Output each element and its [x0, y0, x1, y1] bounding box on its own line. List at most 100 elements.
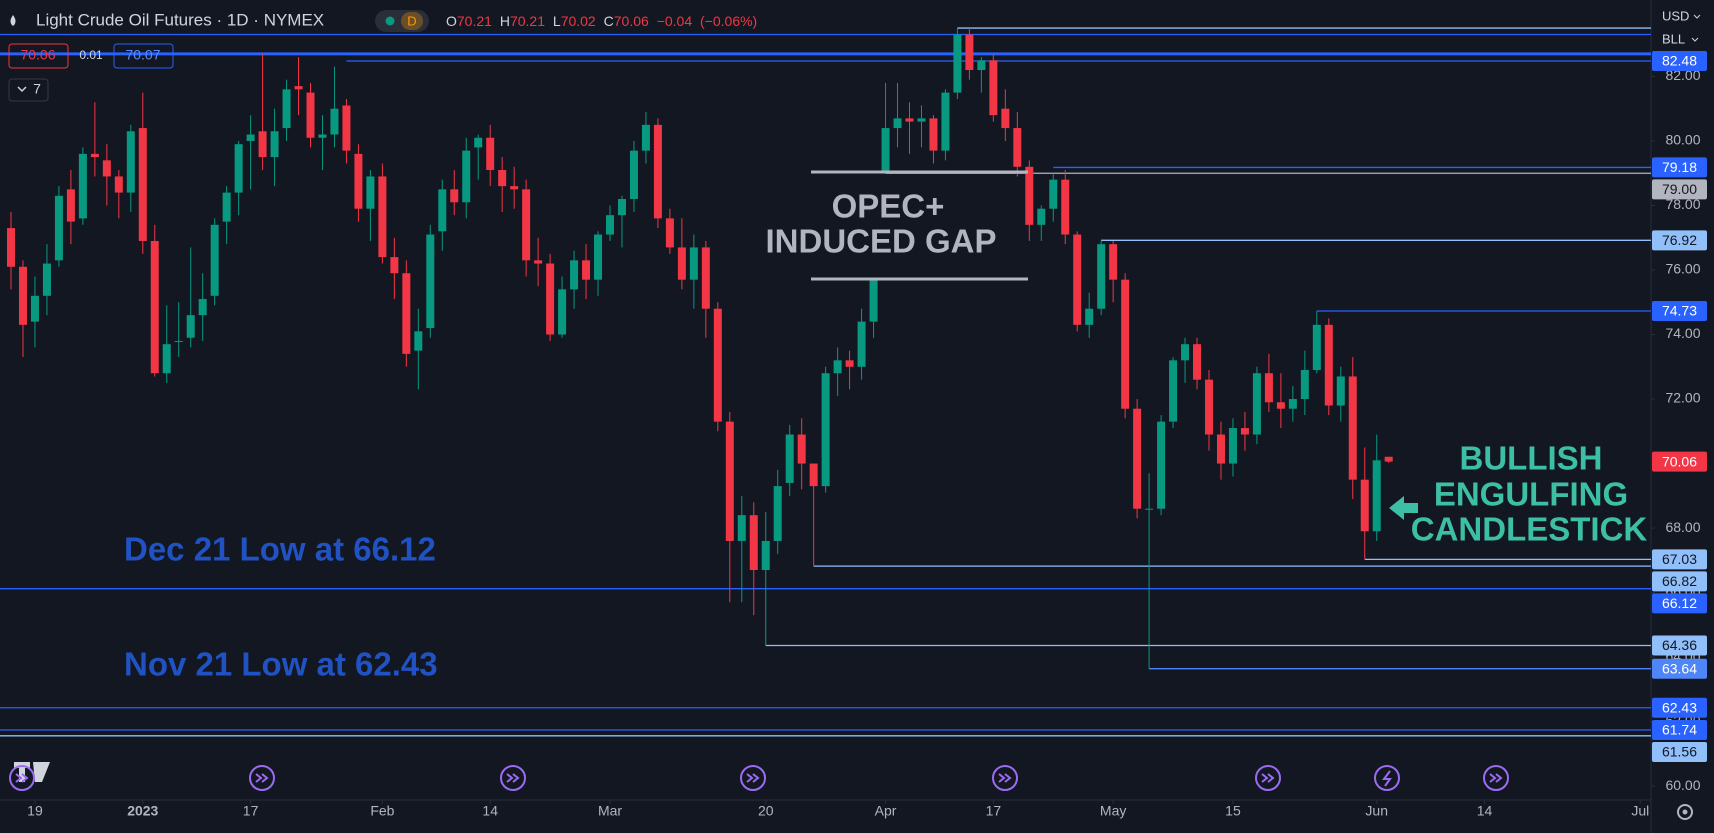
ohlc-value: 70.02	[561, 13, 596, 29]
candle-body	[749, 515, 758, 570]
price-badge-label: 66.82	[1662, 573, 1697, 589]
annotation-text: Dec 21 Low at 66.12	[124, 531, 436, 568]
chevron-icon	[1691, 37, 1699, 42]
candle-body	[941, 92, 950, 151]
annotation-text: INDUCED GAP	[765, 223, 996, 260]
candle-body	[534, 260, 543, 264]
x-tick-label: Mar	[598, 803, 622, 819]
candle-body	[1312, 324, 1321, 370]
candle-body	[713, 308, 722, 422]
candle-body	[1276, 402, 1285, 409]
unit-text: BLL	[1662, 31, 1685, 46]
candle-body	[186, 315, 195, 338]
event-icon[interactable]	[1483, 765, 1509, 791]
change-percent: (−0.06%)	[700, 13, 757, 29]
ohlc-value: 70.06	[614, 13, 649, 29]
price-badge	[1652, 451, 1707, 472]
price-badge	[1652, 571, 1707, 592]
candle-body	[210, 224, 219, 296]
event-icon[interactable]	[1374, 765, 1400, 791]
symbol-title[interactable]: Light Crude Oil Futures · 1D · NYMEX	[36, 10, 324, 29]
event-icon[interactable]	[249, 765, 275, 791]
candle-body	[114, 176, 123, 193]
candle-body	[414, 331, 423, 351]
candle-body	[66, 189, 75, 222]
candle-body	[546, 263, 555, 335]
y-tick-label: 72.00	[1665, 390, 1700, 406]
ohlc-letter: C	[604, 13, 614, 29]
candle-body	[594, 234, 603, 280]
candle-body	[390, 257, 399, 274]
candle-body	[366, 176, 375, 209]
interval-badge-text: D	[407, 13, 416, 28]
y-tick-label: 76.00	[1665, 261, 1700, 277]
indicators-toggle[interactable]	[8, 78, 49, 102]
price-badge-label: 79.18	[1662, 159, 1697, 175]
candle-body	[558, 289, 567, 335]
y-tick-label: 68.00	[1665, 519, 1700, 535]
candle-body	[869, 279, 878, 322]
candle-body	[1109, 244, 1118, 280]
price-badge	[1652, 230, 1707, 251]
candle-body	[1288, 399, 1297, 409]
ohlc-value: 70.21	[457, 13, 492, 29]
candle-body	[378, 176, 387, 258]
buy-button[interactable]	[113, 43, 174, 69]
unit-selector[interactable]	[1652, 29, 1710, 51]
candle-body	[1145, 508, 1154, 510]
candle-body	[1264, 373, 1273, 403]
candle-body	[689, 247, 698, 280]
settings-icon[interactable]	[1677, 804, 1693, 820]
annotation-text: OPEC+	[832, 188, 945, 225]
candle-body	[1169, 360, 1178, 422]
price-badge	[1652, 697, 1707, 718]
price-badge	[1652, 157, 1707, 178]
candle-body	[150, 240, 159, 374]
currency-selector[interactable]	[1652, 5, 1710, 27]
candle-body	[522, 189, 531, 261]
price-badge	[1652, 50, 1707, 71]
candle-body	[701, 247, 710, 309]
sell-button[interactable]	[8, 43, 69, 69]
candle-body	[234, 144, 243, 193]
event-icon[interactable]	[9, 765, 35, 791]
candle-body	[474, 137, 483, 148]
candle-body	[1037, 208, 1046, 225]
event-icon[interactable]	[992, 765, 1018, 791]
event-icon[interactable]	[500, 765, 526, 791]
candle-body	[330, 108, 339, 135]
spread: 0.01	[79, 48, 103, 62]
x-tick-label: 17	[986, 803, 1002, 819]
candle-body	[1205, 379, 1213, 435]
ohlc-letter: H	[500, 13, 510, 29]
x-tick-label: 17	[243, 803, 259, 819]
candle-body	[677, 247, 686, 280]
event-icon[interactable]	[740, 765, 766, 791]
candle-body	[318, 134, 327, 138]
price-badge	[1652, 549, 1707, 570]
candle-body	[761, 540, 770, 570]
candle-body	[582, 260, 591, 280]
symbol-icon	[10, 15, 16, 26]
candle-body	[653, 124, 662, 219]
candle-body	[1085, 308, 1094, 325]
chevron-icon	[17, 86, 27, 93]
x-tick-label: 15	[1225, 803, 1241, 819]
event-icon[interactable]	[1255, 765, 1281, 791]
status-pill[interactable]	[375, 10, 429, 32]
candle-body	[198, 299, 207, 316]
sell-price: 70.06	[20, 47, 55, 63]
candle-body	[510, 186, 519, 190]
candle-body	[354, 153, 363, 209]
ohlc-letter: O	[446, 13, 457, 29]
candle-body	[30, 295, 39, 322]
x-tick-label: 14	[1477, 803, 1493, 819]
price-badge	[1652, 593, 1707, 614]
candle-body	[977, 60, 986, 70]
candle-body	[953, 34, 962, 93]
candle-body	[881, 128, 890, 174]
candle-body	[54, 195, 63, 261]
candle-body	[857, 321, 866, 367]
